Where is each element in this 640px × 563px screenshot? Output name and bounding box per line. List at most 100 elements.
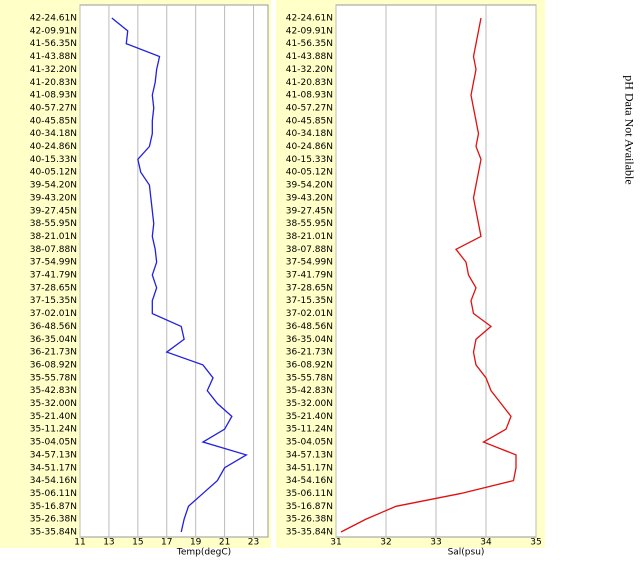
y-tick-label: 35-11.24N	[30, 425, 77, 435]
x-tick-label: 21	[219, 538, 230, 548]
y-tick-label: 34-54.16N	[286, 476, 333, 486]
y-tick-label: 41-20.83N	[286, 78, 333, 88]
y-tick-label: 35-35.84N	[30, 528, 77, 538]
y-tick-label: 35-42.83N	[286, 386, 333, 396]
y-tick-label: 39-43.20N	[286, 193, 333, 203]
y-tick-label: 37-41.79N	[30, 271, 77, 281]
data-line	[340, 17, 517, 533]
y-tick-label: 40-34.18N	[30, 129, 77, 139]
y-tick-label: 40-24.86N	[30, 142, 77, 152]
y-tick-label: 37-54.99N	[286, 258, 333, 268]
y-tick-label: 35-06.11N	[30, 489, 77, 499]
x-tick-label: 33	[430, 538, 441, 548]
y-tick-label: 41-56.35N	[286, 39, 333, 49]
y-tick-label: 37-02.01N	[30, 309, 77, 319]
x-tick-label: 34	[480, 538, 492, 548]
y-tick-label: 36-35.04N	[30, 335, 77, 345]
y-tick-label: 34-51.17N	[30, 463, 77, 473]
x-tick-label: 11	[74, 538, 85, 548]
y-tick-label: 35-32.00N	[30, 399, 77, 409]
y-tick-label: 36-08.92N	[286, 360, 333, 370]
x-tick-label: 15	[132, 538, 143, 548]
y-tick-label: 35-55.78N	[286, 373, 333, 383]
y-tick-label: 39-54.20N	[30, 181, 77, 191]
y-tick-label: 36-48.56N	[30, 322, 77, 332]
y-tick-label: 37-15.35N	[30, 296, 77, 306]
y-tick-label: 37-02.01N	[286, 309, 333, 319]
y-tick-label: 42-09.91N	[286, 26, 333, 36]
y-tick-label: 40-05.12N	[286, 168, 333, 178]
x-tick-label: 13	[103, 538, 114, 548]
y-tick-label: 35-04.05N	[30, 438, 77, 448]
y-tick-label: 41-43.88N	[30, 52, 77, 62]
x-tick-label: 23	[248, 538, 259, 548]
y-tick-label: 35-06.11N	[286, 489, 333, 499]
y-tick-label: 38-07.88N	[286, 245, 333, 255]
y-tick-label: 35-21.40N	[286, 412, 333, 422]
y-tick-label: 39-43.20N	[30, 193, 77, 203]
y-tick-label: 42-24.61N	[30, 14, 77, 24]
y-tick-label: 38-55.95N	[286, 219, 333, 229]
x-tick-label: 19	[190, 538, 202, 548]
y-tick-label: 38-21.01N	[286, 232, 333, 242]
y-tick-label: 40-45.85N	[286, 116, 333, 126]
y-tick-label: 40-15.33N	[30, 155, 77, 165]
y-tick-label: 41-43.88N	[286, 52, 333, 62]
y-tick-label: 41-08.93N	[30, 91, 77, 101]
y-tick-label: 36-08.92N	[30, 360, 77, 370]
x-axis-label: Sal(psu)	[448, 548, 485, 558]
y-tick-label: 38-55.95N	[30, 219, 77, 229]
y-tick-label: 35-21.40N	[30, 412, 77, 422]
y-tick-label: 41-56.35N	[30, 39, 77, 49]
y-tick-label: 40-57.27N	[30, 103, 77, 113]
x-tick-label: 32	[380, 538, 391, 548]
y-tick-label: 37-54.99N	[30, 258, 77, 268]
y-tick-label: 37-28.65N	[286, 283, 333, 293]
y-tick-label: 40-57.27N	[286, 103, 333, 113]
y-tick-label: 37-15.35N	[286, 296, 333, 306]
y-tick-label: 35-26.38N	[30, 515, 77, 525]
y-tick-label: 35-55.78N	[30, 373, 77, 383]
y-tick-label: 35-16.87N	[286, 502, 333, 512]
y-tick-label: 36-21.73N	[286, 348, 333, 358]
y-tick-label: 34-57.13N	[286, 450, 333, 460]
y-tick-label: 41-32.20N	[30, 65, 77, 75]
y-tick-label: 36-48.56N	[286, 322, 333, 332]
y-tick-label: 40-45.85N	[30, 116, 77, 126]
y-tick-label: 35-04.05N	[286, 438, 333, 448]
y-tick-label: 41-32.20N	[286, 65, 333, 75]
y-tick-label: 39-27.45N	[286, 206, 333, 216]
y-tick-label: 41-20.83N	[30, 78, 77, 88]
y-tick-label: 41-08.93N	[286, 91, 333, 101]
y-tick-label: 39-54.20N	[286, 181, 333, 191]
y-tick-label: 35-16.87N	[30, 502, 77, 512]
plot-area	[79, 4, 269, 538]
y-tick-label: 40-05.12N	[30, 168, 77, 178]
y-tick-label: 35-42.83N	[30, 386, 77, 396]
y-tick-label: 35-26.38N	[286, 515, 333, 525]
x-tick-label: 31	[330, 538, 341, 548]
y-tick-label: 37-41.79N	[286, 271, 333, 281]
y-tick-label: 38-21.01N	[30, 232, 77, 242]
y-tick-label: 39-27.45N	[30, 206, 77, 216]
x-tick-label: 35	[530, 538, 541, 548]
x-tick-label: 17	[161, 538, 172, 548]
y-tick-label: 34-57.13N	[30, 450, 77, 460]
y-tick-label: 38-07.88N	[30, 245, 77, 255]
x-axis-label: Temp(degC)	[176, 548, 231, 558]
y-tick-label: 42-24.61N	[286, 14, 333, 24]
y-tick-label: 36-21.73N	[30, 348, 77, 358]
y-tick-label: 40-34.18N	[286, 129, 333, 139]
y-tick-label: 37-28.65N	[30, 283, 77, 293]
y-tick-label: 35-35.84N	[286, 528, 333, 538]
y-tick-label: 40-24.86N	[286, 142, 333, 152]
y-tick-label: 35-11.24N	[286, 425, 333, 435]
data-line	[111, 17, 248, 533]
y-tick-label: 34-51.17N	[286, 463, 333, 473]
y-tick-label: 35-32.00N	[286, 399, 333, 409]
y-tick-label: 42-09.91N	[30, 26, 77, 36]
note: pH Data Not Available	[622, 75, 636, 184]
y-tick-label: 34-54.16N	[30, 476, 77, 486]
y-tick-label: 40-15.33N	[286, 155, 333, 165]
